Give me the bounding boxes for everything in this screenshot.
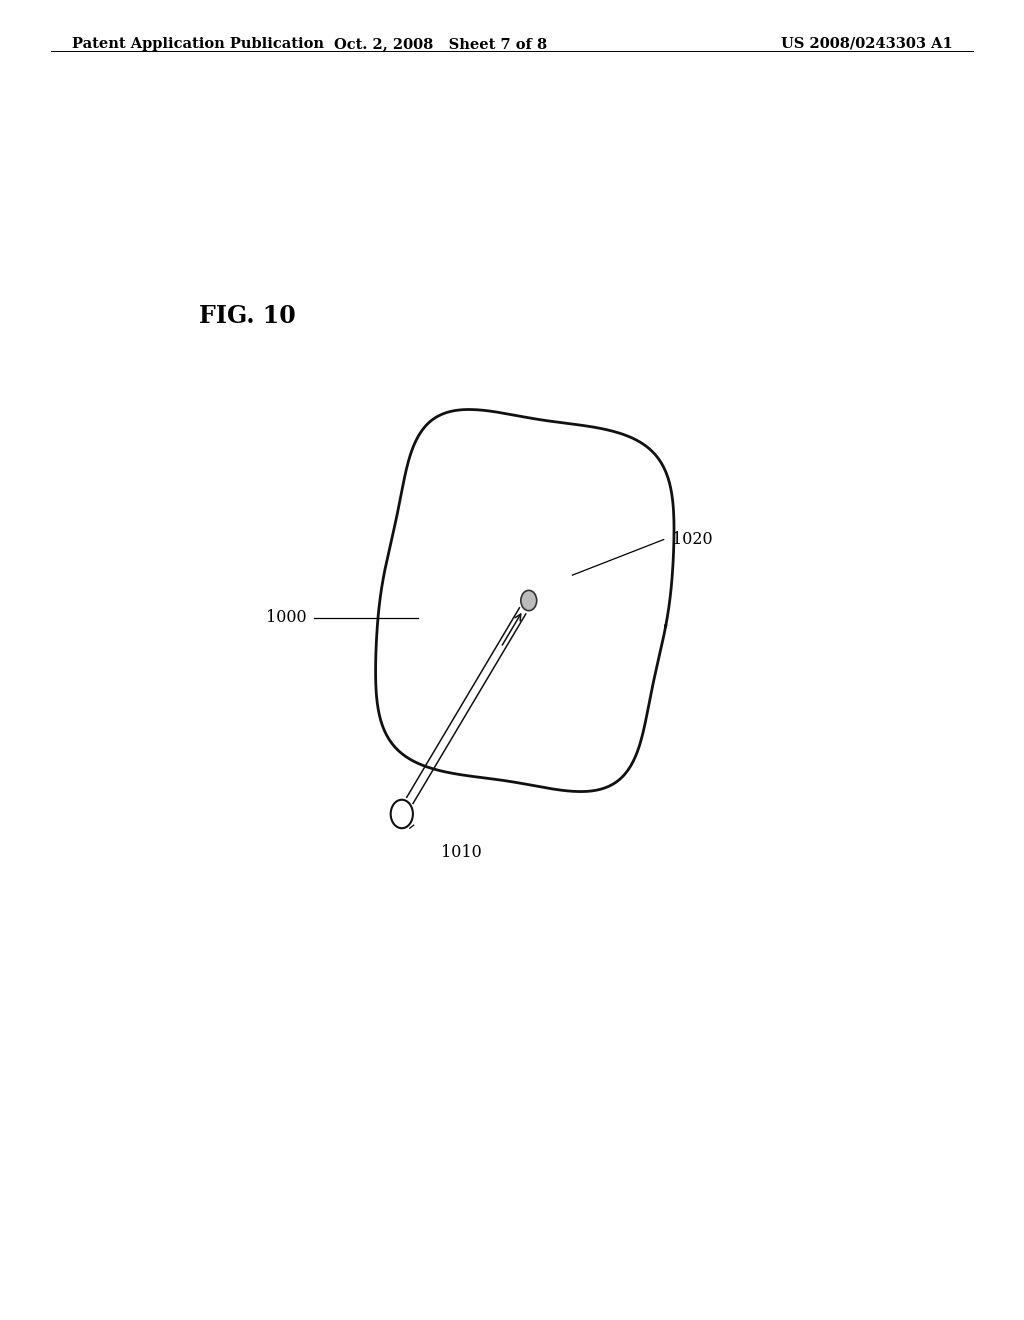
Circle shape [391, 800, 413, 828]
Text: Patent Application Publication: Patent Application Publication [72, 37, 324, 51]
Text: US 2008/0243303 A1: US 2008/0243303 A1 [780, 37, 952, 51]
Circle shape [521, 590, 537, 611]
Text: 1000: 1000 [266, 610, 306, 626]
Text: 1010: 1010 [441, 845, 482, 862]
Text: Oct. 2, 2008   Sheet 7 of 8: Oct. 2, 2008 Sheet 7 of 8 [334, 37, 547, 51]
Text: FIG. 10: FIG. 10 [200, 304, 296, 327]
Text: 1020: 1020 [672, 531, 713, 548]
